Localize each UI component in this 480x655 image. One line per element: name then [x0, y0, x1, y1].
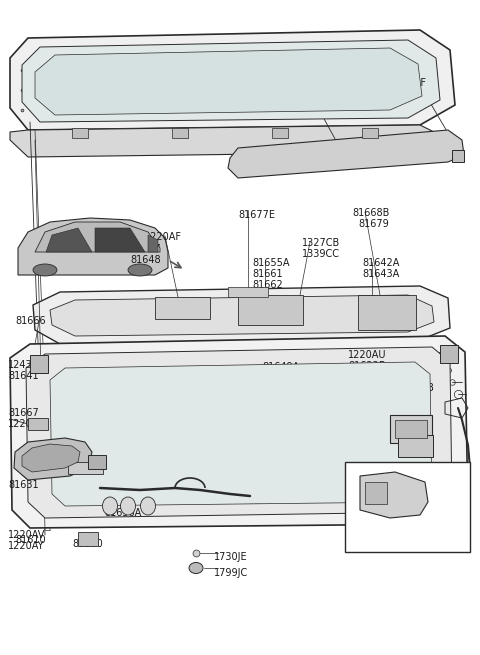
Bar: [155, 297, 210, 319]
Text: 81623: 81623: [300, 368, 331, 378]
Text: 81643A: 81643A: [362, 269, 399, 279]
Bar: [238, 295, 303, 325]
Polygon shape: [95, 228, 145, 252]
Polygon shape: [360, 472, 428, 518]
Text: 1472NB: 1472NB: [396, 383, 435, 393]
Text: 81643: 81643: [215, 407, 246, 417]
Text: 81620A: 81620A: [272, 432, 310, 442]
Bar: [395, 420, 427, 438]
Text: 1220AF: 1220AF: [390, 78, 427, 88]
Bar: [452, 150, 464, 162]
Text: 1243BA: 1243BA: [8, 360, 46, 370]
Text: 81682: 81682: [352, 400, 383, 410]
Polygon shape: [10, 30, 455, 130]
Polygon shape: [26, 347, 452, 518]
Bar: [68, 462, 103, 474]
Text: 1339CC: 1339CC: [302, 249, 340, 259]
Text: 1220AU: 1220AU: [348, 350, 386, 360]
Text: 81662: 81662: [252, 280, 283, 290]
Text: 1220FC: 1220FC: [112, 390, 149, 400]
Text: 1220AY: 1220AY: [8, 541, 45, 551]
Text: 81679: 81679: [358, 219, 389, 229]
Text: 1220AV: 1220AV: [8, 530, 46, 540]
Ellipse shape: [103, 497, 118, 515]
Polygon shape: [35, 222, 160, 252]
Bar: [172, 128, 188, 138]
Polygon shape: [35, 48, 422, 115]
Bar: [390, 415, 432, 443]
Polygon shape: [50, 362, 432, 506]
Bar: [72, 128, 88, 138]
Text: 81635B: 81635B: [60, 466, 97, 476]
Text: 81642: 81642: [215, 396, 246, 406]
Bar: [398, 435, 433, 457]
Text: 81637: 81637: [272, 443, 303, 453]
Text: 81642A: 81642A: [362, 258, 399, 268]
Text: 81677E: 81677E: [238, 210, 275, 220]
Bar: [88, 455, 106, 469]
Bar: [365, 482, 387, 504]
Text: 81657: 81657: [208, 377, 239, 387]
Ellipse shape: [33, 264, 57, 276]
Text: 81686: 81686: [362, 427, 393, 437]
Ellipse shape: [141, 497, 156, 515]
Bar: [30, 355, 48, 373]
Text: 81649A: 81649A: [262, 362, 299, 372]
Ellipse shape: [128, 264, 152, 276]
Text: 1220AG: 1220AG: [8, 419, 47, 429]
Text: 1243BA: 1243BA: [372, 372, 410, 382]
Text: 81647: 81647: [130, 244, 161, 254]
Text: 81648: 81648: [130, 255, 161, 265]
Text: 81641: 81641: [8, 371, 38, 381]
Polygon shape: [33, 286, 450, 344]
Ellipse shape: [189, 563, 203, 574]
Text: 81676: 81676: [406, 490, 437, 500]
Text: 1125KB: 1125KB: [318, 478, 356, 488]
Bar: [28, 418, 48, 430]
Polygon shape: [228, 130, 464, 178]
Text: 81682: 81682: [230, 496, 261, 506]
Text: 1327CB: 1327CB: [302, 238, 340, 248]
Bar: [440, 345, 458, 363]
Bar: [272, 128, 288, 138]
Text: 81677: 81677: [362, 516, 393, 526]
Text: 81650B: 81650B: [262, 373, 300, 383]
Bar: [228, 287, 268, 297]
Text: 1472NB: 1472NB: [186, 480, 225, 490]
Text: 1220AF: 1220AF: [90, 375, 127, 385]
Text: 81610: 81610: [15, 535, 46, 545]
Polygon shape: [50, 295, 434, 336]
Text: 81650: 81650: [72, 539, 103, 549]
Polygon shape: [46, 228, 92, 252]
Polygon shape: [10, 336, 468, 528]
Text: 81668B: 81668B: [352, 208, 389, 218]
Text: 81671: 81671: [386, 430, 417, 440]
Text: 81631: 81631: [8, 480, 38, 490]
Polygon shape: [22, 40, 440, 122]
Polygon shape: [148, 235, 158, 252]
Polygon shape: [18, 218, 168, 275]
Polygon shape: [14, 438, 92, 480]
Text: 81675: 81675: [362, 462, 393, 472]
Text: 1730JE: 1730JE: [214, 552, 248, 562]
Text: 81656: 81656: [208, 366, 239, 376]
Text: 81686B: 81686B: [362, 416, 399, 426]
Ellipse shape: [120, 497, 135, 515]
Polygon shape: [22, 444, 80, 472]
Text: 81622B: 81622B: [348, 361, 385, 371]
Bar: [358, 295, 416, 330]
Polygon shape: [10, 125, 455, 157]
Bar: [78, 532, 98, 546]
Bar: [345, 462, 470, 552]
Text: 81636A: 81636A: [104, 508, 141, 518]
Text: 81655A: 81655A: [252, 258, 289, 268]
Text: 81666: 81666: [15, 316, 46, 326]
Text: 81667: 81667: [8, 408, 39, 418]
Bar: [362, 128, 378, 138]
Text: 1220AF: 1220AF: [145, 232, 182, 242]
Text: 81621B: 81621B: [272, 62, 310, 72]
Text: 1799JC: 1799JC: [214, 568, 248, 578]
Text: 81661: 81661: [252, 269, 283, 279]
